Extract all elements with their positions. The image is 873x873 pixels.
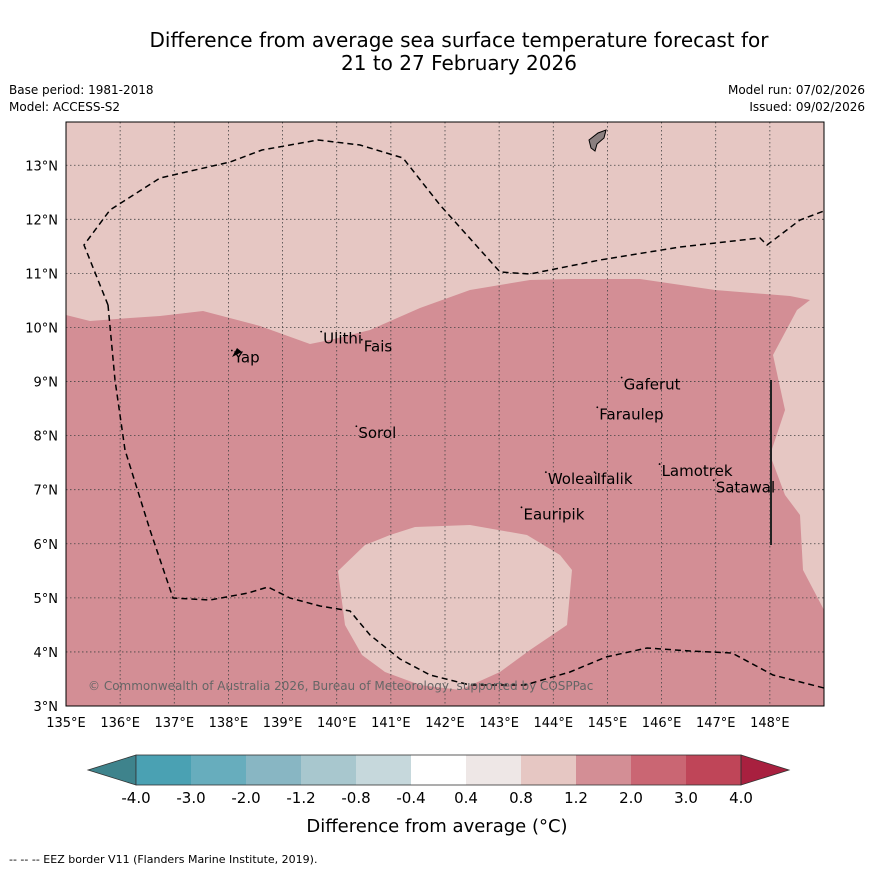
lat-tick-label: 12°N xyxy=(25,213,58,228)
colorbar-tick-label: 4.0 xyxy=(729,789,753,807)
colorbar-tick-label: -2.0 xyxy=(231,789,260,807)
place-marker xyxy=(658,463,661,465)
place-label: Eauripik xyxy=(524,505,585,523)
lat-tick-label: 6°N xyxy=(34,538,59,553)
eez-border-south xyxy=(107,304,824,689)
colorbar-segment xyxy=(631,755,686,785)
copyright-text: © Commonwealth of Australia 2026, Bureau… xyxy=(88,679,593,693)
eez-footnote: -- -- -- EEZ border V11 (Flanders Marine… xyxy=(9,853,318,866)
model-label: Model: ACCESS-S2 xyxy=(9,100,121,114)
map-frame xyxy=(65,121,825,707)
lat-tick-label: 9°N xyxy=(34,376,59,391)
lat-tick-label: 4°N xyxy=(34,646,59,661)
yap-island xyxy=(232,348,242,357)
place-marker xyxy=(360,338,363,341)
colorbar-tick-label: 1.2 xyxy=(564,789,588,807)
lat-tick-label: 10°N xyxy=(25,321,58,336)
map-title-line2: 21 to 27 February 2026 xyxy=(341,51,577,75)
eez-border xyxy=(83,139,824,689)
lat-tick-label: 5°N xyxy=(34,592,59,607)
colorbar-tick-label: -1.2 xyxy=(286,789,315,807)
colorbar-segment xyxy=(301,755,356,785)
lon-tick-label: 146°E xyxy=(642,716,682,731)
colorbar-tick-label: 0.4 xyxy=(454,789,478,807)
colorbar-segment xyxy=(576,755,631,785)
lon-tick-label: 140°E xyxy=(317,716,357,731)
anomaly-band-mid xyxy=(66,279,824,706)
colorbar-frame xyxy=(135,754,742,786)
lon-tick-label: 143°E xyxy=(479,716,519,731)
place-label: Sorol xyxy=(358,424,396,442)
place-label: Ulithi xyxy=(323,330,362,348)
place-marker xyxy=(520,506,523,509)
colorbar-tick-label: 0.8 xyxy=(509,789,533,807)
place-label: Satawal xyxy=(716,478,775,496)
place-marker xyxy=(712,479,715,482)
colorbar-segment xyxy=(686,755,741,785)
colorbar-segment xyxy=(356,755,411,785)
place-marker xyxy=(320,330,323,333)
lon-tick-label: 144°E xyxy=(534,716,574,731)
lon-tick-label: 138°E xyxy=(209,716,249,731)
map-title-line1: Difference from average sea surface temp… xyxy=(149,28,769,52)
lat-tick-label: 7°N xyxy=(34,484,59,499)
lon-tick-label: 148°E xyxy=(750,716,790,731)
lon-tick-label: 139°E xyxy=(263,716,303,731)
place-label: Gaferut xyxy=(624,376,681,394)
colorbar-tick-label: 2.0 xyxy=(619,789,643,807)
place-label: Woleai xyxy=(548,470,598,488)
place-labels: Ulithi Fais Yap Gaferut Faraulep Sorol Lamotre… xyxy=(230,330,775,523)
colorbar-segment xyxy=(246,755,301,785)
place-label: Fais xyxy=(364,338,393,356)
place-marker xyxy=(620,376,623,379)
place-label: Yap xyxy=(233,349,260,367)
colorbar-tick-label: 3.0 xyxy=(674,789,698,807)
lon-tick-label: 145°E xyxy=(588,716,628,731)
land-features xyxy=(232,129,607,357)
colorbar-segment xyxy=(411,755,466,785)
issued-label: Issued: 09/02/2026 xyxy=(749,100,865,114)
colorbar-extend-low xyxy=(86,754,137,786)
place-label: Lamotrek xyxy=(662,462,733,480)
colorbar-extend-high xyxy=(740,754,791,786)
eez-border-north xyxy=(83,139,824,306)
lat-tick-label: 11°N xyxy=(25,267,58,282)
colorbar-segment xyxy=(521,755,576,785)
place-marker xyxy=(596,406,599,409)
lon-tick-label: 141°E xyxy=(371,716,411,731)
colorbar-segment xyxy=(136,755,191,785)
anomaly-pool-south xyxy=(338,525,572,690)
base-period-label: Base period: 1981-2018 xyxy=(9,83,154,97)
lon-tick-label: 147°E xyxy=(696,716,736,731)
lon-tick-label: 137°E xyxy=(155,716,195,731)
colorbar-tick-label: -0.4 xyxy=(396,789,425,807)
model-run-label: Model run: 07/02/2026 xyxy=(727,83,865,97)
axis-ticks: 135°E 136°E 137°E 138°E 139°E 140°E 141°E 142°E… xyxy=(25,159,789,731)
place-marker xyxy=(230,349,233,352)
lat-tick-label: 3°N xyxy=(34,700,59,715)
lon-tick-label: 135°E xyxy=(46,716,86,731)
colorbar: -4.0 -3.0 -2.0 -1.2 -0.8 -0.4 0.4 0.8 1.2 2.0 3.0 4… xyxy=(86,754,791,807)
guam-island xyxy=(588,129,607,152)
colorbar-segment xyxy=(191,755,246,785)
place-marker xyxy=(544,471,547,474)
place-label: Ifalik xyxy=(597,470,633,488)
colorbar-segment xyxy=(466,755,521,785)
place-marker xyxy=(355,425,358,428)
lat-tick-label: 13°N xyxy=(25,159,58,174)
colorbar-title: Difference from average (°C) xyxy=(306,816,567,837)
lon-tick-label: 136°E xyxy=(100,716,140,731)
colorbar-tick-label: -0.8 xyxy=(341,789,370,807)
colorbar-tick-label: -3.0 xyxy=(176,789,205,807)
lat-tick-label: 8°N xyxy=(34,430,59,445)
colorbar-tick-label: -4.0 xyxy=(121,789,150,807)
place-label: Faraulep xyxy=(599,405,663,423)
place-marker xyxy=(593,471,596,474)
lon-tick-label: 142°E xyxy=(425,716,465,731)
